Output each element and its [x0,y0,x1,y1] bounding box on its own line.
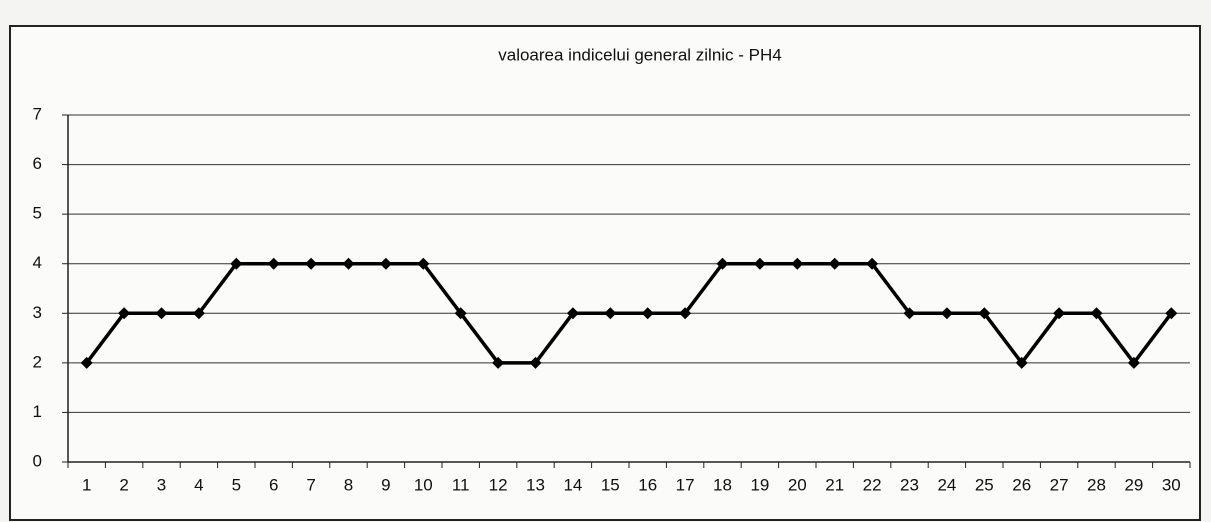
y-tick-label: 7 [33,104,42,123]
y-tick-label: 0 [33,451,42,470]
x-tick-label: 1 [82,475,91,494]
x-tick-label: 17 [676,475,695,494]
marker [1015,356,1028,369]
x-tick-label: 23 [900,475,919,494]
x-tick-label: 20 [788,475,807,494]
x-tick-label: 13 [526,475,545,494]
y-tick-label: 5 [33,204,42,223]
marker [1165,307,1178,320]
x-tick-label: 30 [1162,475,1181,494]
x-tick-label: 3 [157,475,166,494]
marker [492,356,505,369]
marker [566,307,579,320]
marker [753,257,766,270]
marker [791,257,804,270]
marker [267,257,280,270]
x-tick-label: 5 [232,475,241,494]
x-tick-label: 18 [713,475,732,494]
x-tick-label: 2 [119,475,128,494]
y-tick-label: 3 [33,303,42,322]
marker [1127,356,1140,369]
chart-frame [9,25,1201,521]
marker [80,356,93,369]
marker [641,307,654,320]
x-tick-label: 4 [194,475,203,494]
marker [379,257,392,270]
x-tick-label: 22 [863,475,882,494]
marker [903,307,916,320]
x-tick-label: 27 [1050,475,1069,494]
x-tick-label: 25 [975,475,994,494]
marker [940,307,953,320]
x-tick-label: 19 [750,475,769,494]
y-tick-label: 6 [33,154,42,173]
marker [866,257,879,270]
x-tick-label: 28 [1087,475,1106,494]
marker [679,307,692,320]
marker [417,257,430,270]
x-tick-label: 29 [1124,475,1143,494]
marker [155,307,168,320]
y-tick-label: 2 [33,352,42,371]
marker [529,356,542,369]
x-tick-label: 12 [489,475,508,494]
x-tick-label: 24 [937,475,956,494]
marker [1090,307,1103,320]
marker [978,307,991,320]
marker [1053,307,1066,320]
x-tick-label: 9 [381,475,390,494]
x-tick-label: 21 [825,475,844,494]
x-tick-label: 11 [452,475,470,494]
marker [118,307,131,320]
marker [305,257,318,270]
x-tick-label: 8 [344,475,353,494]
marker [828,257,841,270]
marker [454,307,467,320]
y-tick-label: 4 [33,253,42,272]
x-tick-label: 26 [1012,475,1031,494]
x-tick-label: 15 [601,475,620,494]
y-tick-label: 1 [33,402,42,421]
marker [342,257,355,270]
x-tick-label: 14 [563,475,582,494]
x-tick-label: 10 [414,475,433,494]
marker [716,257,729,270]
marker [230,257,243,270]
x-tick-label: 16 [638,475,657,494]
marker [192,307,205,320]
x-tick-label: 7 [306,475,315,494]
x-tick-label: 6 [269,475,278,494]
series-line [85,261,1173,366]
chart-title: valoarea indicelui general zilnic - PH4 [498,45,781,64]
marker [604,307,617,320]
